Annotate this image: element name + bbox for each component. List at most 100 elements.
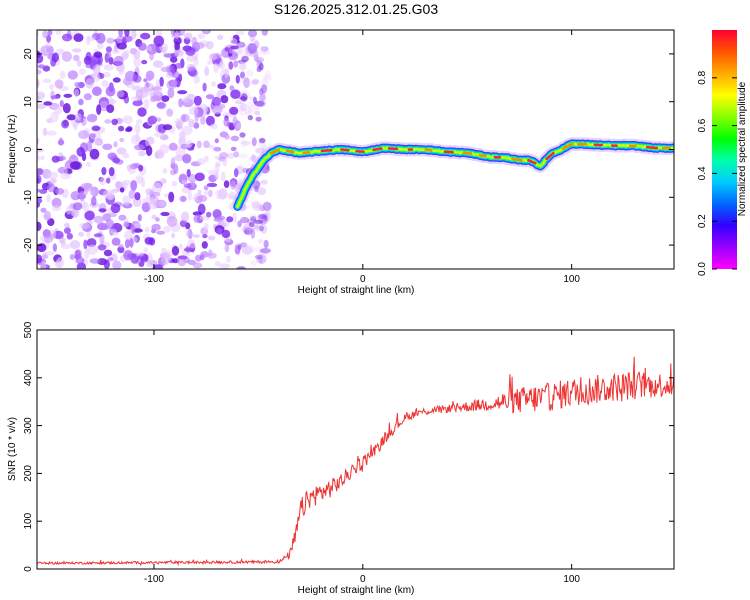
noise-blob — [171, 245, 180, 256]
noise-blob — [254, 100, 265, 107]
spectrogram-y-axis-label: Frequency (Hz) — [7, 115, 18, 184]
noise-blob — [168, 191, 175, 203]
noise-blob — [59, 155, 66, 161]
noise-blob — [151, 86, 162, 91]
noise-blob — [241, 141, 252, 146]
noise-blob — [173, 36, 182, 45]
noise-blob — [229, 85, 235, 91]
noise-blob — [185, 47, 196, 56]
noise-blob — [119, 137, 125, 143]
noise-blob — [247, 30, 258, 38]
noise-blob — [46, 34, 52, 43]
noise-blob — [56, 257, 65, 269]
noise-blob — [185, 229, 194, 238]
noise-blob — [224, 133, 230, 140]
noise-blob — [122, 35, 133, 43]
noise-blob — [135, 119, 143, 124]
noise-blob — [186, 139, 193, 148]
noise-blob — [49, 83, 55, 90]
noise-blob — [151, 182, 162, 194]
noise-blob — [153, 35, 165, 47]
noise-blob — [152, 60, 164, 68]
noise-blob — [159, 144, 170, 154]
noise-blob — [107, 257, 114, 262]
noise-blob — [105, 86, 116, 97]
noise-blob — [254, 246, 263, 252]
noise-blob — [191, 36, 198, 46]
noise-blob — [254, 111, 261, 116]
noise-blob — [243, 229, 250, 235]
noise-blob — [219, 263, 231, 269]
noise-blob — [118, 30, 123, 38]
noise-blob — [236, 45, 242, 56]
noise-blob — [238, 153, 248, 159]
noise-blob — [89, 148, 100, 160]
noise-blob — [233, 151, 240, 158]
noise-blob — [102, 143, 113, 150]
noise-blob — [160, 178, 167, 184]
ridge-peak — [340, 148, 350, 152]
noise-blob — [226, 216, 234, 223]
noise-blob — [189, 69, 198, 77]
noise-blob — [259, 45, 268, 56]
noise-blob — [188, 106, 199, 116]
noise-blob — [80, 182, 92, 190]
noise-blob — [86, 140, 93, 152]
noise-blob — [46, 130, 57, 136]
noise-blob — [225, 255, 231, 263]
noise-blob — [122, 77, 133, 86]
noise-blob — [243, 77, 250, 89]
noise-blob — [207, 170, 218, 175]
noise-blob — [217, 34, 224, 40]
noise-blob — [198, 195, 208, 202]
noise-blob — [221, 229, 231, 239]
noise-blob — [107, 207, 112, 215]
noise-blob — [126, 126, 133, 132]
noise-blob — [143, 247, 148, 253]
noise-blob — [256, 204, 267, 211]
noise-blob — [37, 182, 39, 188]
noise-blob — [203, 30, 209, 34]
noise-blob — [193, 75, 200, 84]
x-tick-label: 0 — [360, 274, 366, 285]
noise-blob — [42, 127, 48, 136]
noise-blob — [171, 232, 176, 239]
noise-blob — [249, 214, 258, 220]
noise-blob — [101, 80, 109, 88]
ridge-peak — [527, 158, 537, 165]
x-tick-label: 0 — [360, 574, 366, 585]
noise-blob — [146, 45, 152, 52]
noise-blob — [37, 174, 42, 184]
noise-blob — [98, 208, 107, 213]
noise-blob — [156, 102, 166, 109]
snr-frame — [36, 329, 675, 570]
noise-blob — [86, 238, 97, 248]
noise-blob — [67, 70, 79, 80]
noise-blob — [150, 95, 157, 103]
noise-blob — [118, 125, 125, 132]
noise-blob — [103, 259, 110, 269]
noise-blob — [132, 196, 142, 208]
noise-blob — [237, 244, 242, 250]
noise-blob — [214, 260, 221, 267]
noise-blob — [91, 196, 97, 207]
noise-blob — [137, 214, 142, 222]
ridge-peak — [545, 151, 555, 161]
noise-blob — [146, 73, 152, 82]
noise-blob — [130, 180, 138, 191]
noise-blob — [44, 234, 53, 244]
noise-blob — [237, 220, 243, 228]
noise-blob — [145, 137, 152, 148]
noise-blob — [263, 74, 273, 81]
noise-blob — [250, 259, 258, 267]
noise-blob — [92, 140, 104, 146]
noise-blob — [217, 83, 227, 90]
noise-blob — [119, 187, 125, 193]
noise-blob — [135, 252, 144, 257]
noise-blob — [162, 124, 173, 131]
noise-blob — [152, 264, 164, 269]
noise-blob — [89, 189, 96, 196]
noise-blob — [262, 201, 272, 211]
noise-blob — [149, 49, 155, 61]
noise-blob — [256, 66, 262, 73]
